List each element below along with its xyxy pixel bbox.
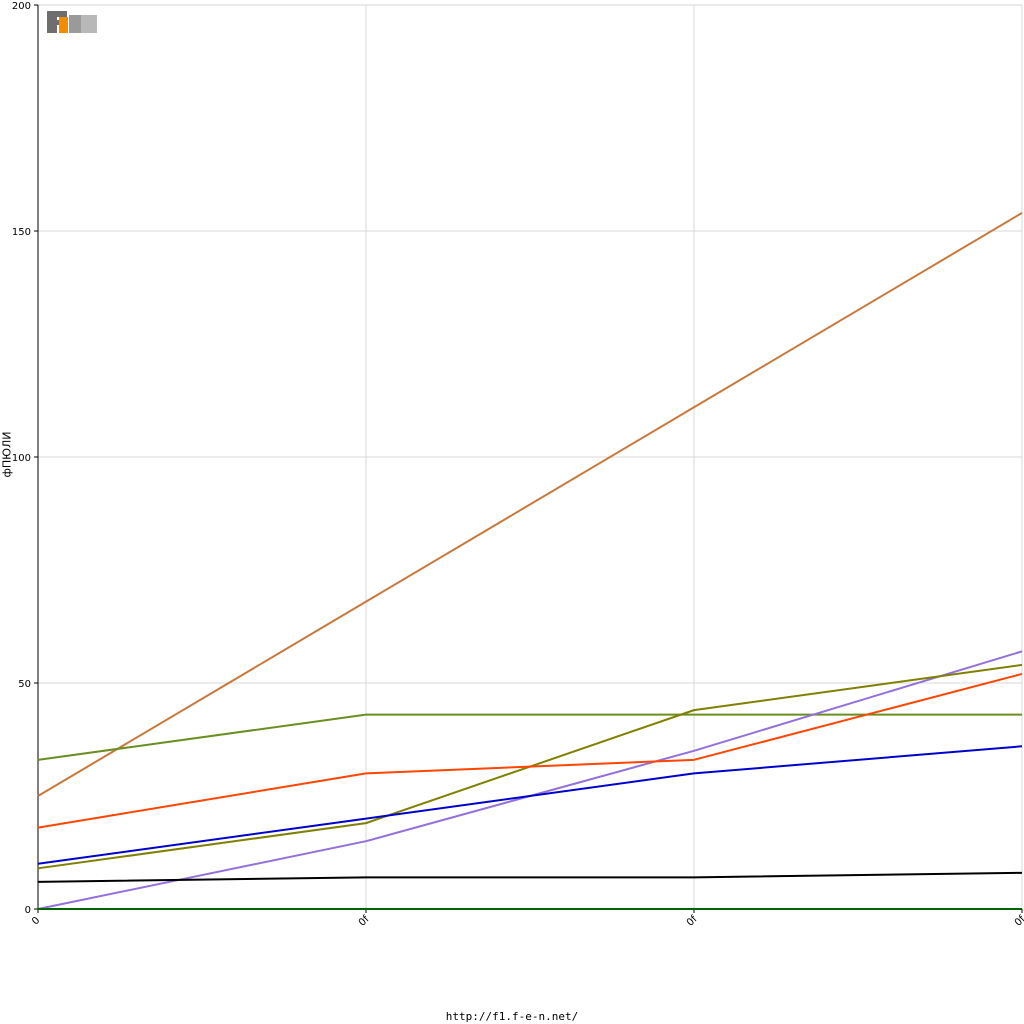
x-tick-label: 0f bbox=[1013, 914, 1024, 929]
f1en-logo bbox=[47, 9, 99, 35]
x-tick-label: 0f bbox=[357, 914, 372, 929]
x-tick-label: 0 bbox=[30, 915, 42, 927]
footer-url[interactable]: http://f1.f-e-n.net/ bbox=[445, 1010, 579, 1023]
series-line-3 bbox=[37, 650, 1023, 910]
y-axis-label: фПЮЛИ bbox=[0, 431, 14, 478]
series-line-1 bbox=[37, 212, 1023, 797]
y-tick-label: 200 bbox=[12, 1, 31, 12]
series-line-7 bbox=[37, 871, 1023, 883]
y-tick-label: 0 bbox=[25, 905, 31, 916]
series-line-6 bbox=[37, 745, 1023, 865]
series-line-2 bbox=[37, 713, 1022, 761]
series-line-5 bbox=[37, 672, 1023, 829]
y-tick-label: 50 bbox=[18, 679, 31, 690]
y-tick-label: 150 bbox=[12, 227, 31, 238]
x-tick-label: 0f bbox=[685, 914, 700, 929]
y-tick-label: 100 bbox=[12, 453, 31, 464]
